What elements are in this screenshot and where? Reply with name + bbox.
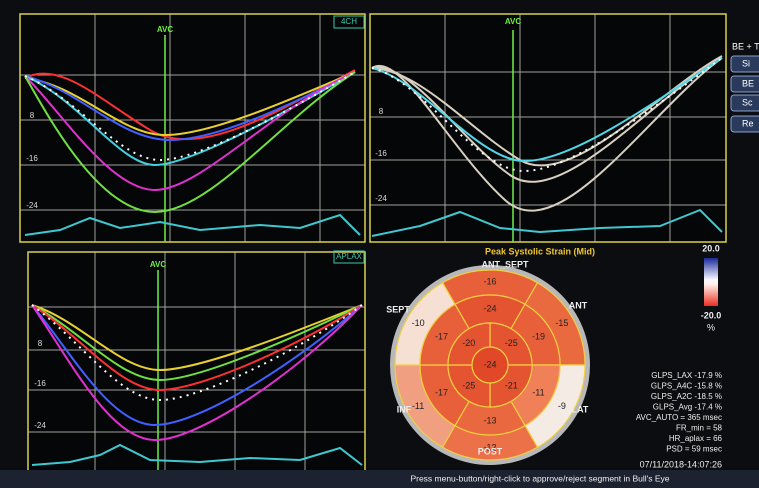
wall-label: ANT [569,300,588,310]
stat-line: GLPS_A2C -18.5 % [651,392,722,401]
side-button-label: BE [742,78,754,88]
segment-value: -12 [483,442,496,452]
panel-tag: APLAX [336,252,362,261]
segment-value: -25 [505,338,518,348]
side-button-label: Sc [742,97,753,107]
panel-tag-box [333,15,365,29]
strain-panel [27,251,366,473]
wall-label: INF [397,404,412,414]
side-button[interactable] [730,75,759,93]
panel-tag: 4CH [341,17,357,26]
segment-value: -25 [462,381,475,391]
segment-value: -19 [532,331,545,341]
wall-label: ANT_SEPT [481,259,529,269]
bullseye-title: Peak Systolic Strain (Mid) [485,246,595,256]
stat-line: PSD = 59 msec [666,445,722,454]
y-tick-label: 8 [379,107,384,116]
avc-label: AVC [505,17,522,26]
segment-value: -16 [483,276,496,286]
status-message: Press menu-button/right-click to approve… [410,473,669,483]
avc-label: AVC [150,260,167,269]
stat-line: GLPS_Avg -17.4 % [653,403,722,412]
y-tick-label: -24 [375,194,387,203]
y-tick-label: -16 [34,379,46,388]
status-bar [0,470,759,488]
side-button-label: Si [742,58,750,68]
side-button-label: BE + T [732,41,759,51]
segment-value: -11 [532,387,544,397]
scale-min: -20.0 [701,310,722,320]
y-tick-label: -24 [26,201,38,210]
color-scale [704,258,718,306]
segment-value: -9 [558,401,566,411]
segment-value: -24 [483,303,496,313]
y-tick-label: -16 [26,154,38,163]
stat-line: GLPS_A4C -15.8 % [651,382,722,391]
scale-unit: % [707,322,715,332]
stat-line: AVC_AUTO = 365 msec [636,413,722,422]
segment-value: -11 [412,401,424,411]
avc-label: AVC [157,25,174,34]
side-button-label: Re [742,118,754,128]
y-tick-label: -24 [34,421,46,430]
y-tick-label: -16 [375,149,387,158]
segment-value: -24 [483,359,496,369]
side-button[interactable] [730,115,759,133]
wall-label: SEPT [386,304,410,314]
apex-segment[interactable] [471,346,509,384]
y-tick-label: 8 [38,339,43,348]
segment-value: -20 [462,338,475,348]
segment-value: -13 [483,415,496,425]
segment-value: -15 [555,318,568,328]
stat-line: FR_min = 58 [676,424,723,433]
strain-panel [19,13,366,243]
strain-panel [369,13,727,243]
stat-line: HR_aplax = 66 [669,434,723,443]
side-button[interactable] [730,55,759,73]
segment-value: -21 [505,381,518,391]
panel-tag-box [333,250,365,264]
segment-value: -17 [435,387,448,397]
side-button[interactable] [730,94,759,112]
wall-label: POST [478,446,503,456]
y-tick-label: 8 [30,111,35,120]
stat-line: GLPS_LAX -17.9 % [651,371,722,380]
timestamp: 07/11/2018-14:07:26 [640,459,722,469]
scale-max: 20.0 [702,243,720,253]
bullseye [394,269,586,461]
wall-label: LAT [572,404,589,414]
segment-value: -17 [435,331,448,341]
segment-value: -10 [412,318,425,328]
